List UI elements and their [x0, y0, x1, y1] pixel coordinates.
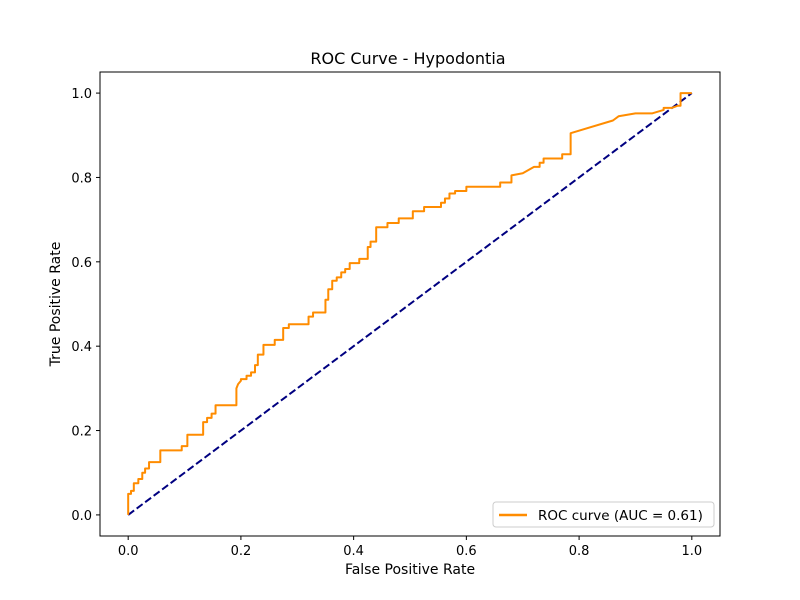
plot-area-frame	[99, 71, 721, 537]
y-tick-label: 0.4	[71, 340, 92, 355]
diagonal-reference-line	[127, 92, 693, 516]
x-tick-label: 0.6	[456, 544, 477, 559]
series-layer	[127, 92, 693, 516]
y-tick-label: 0.6	[71, 256, 92, 271]
y-axis-label: True Positive Rate	[48, 242, 64, 368]
x-tick-label: 1.0	[681, 544, 702, 559]
legend-frame	[492, 501, 715, 528]
x-tick-label: 0.8	[569, 544, 590, 559]
roc-curve-line	[127, 92, 692, 515]
chart-title: ROC Curve - Hypodontia	[310, 49, 505, 68]
ticks: 0.0 0.2 0.4 0.6 0.8 1.0 0.0 0.2 0.4 0.6 0.8 1.0	[71, 87, 702, 559]
legend: ROC curve (AUC = 0.61)	[492, 501, 715, 528]
legend-label: ROC curve (AUC = 0.61)	[538, 508, 703, 524]
x-tick-label: 0.4	[343, 544, 364, 559]
x-tick-label: 0.2	[231, 544, 252, 559]
y-tick-label: 0.0	[71, 509, 92, 524]
y-tick-label: 0.8	[71, 171, 92, 186]
x-tick-label: 0.0	[118, 544, 139, 559]
y-tick-label: 0.2	[71, 425, 92, 440]
x-axis-label: False Positive Rate	[345, 562, 475, 578]
y-tick-label: 1.0	[71, 87, 92, 102]
